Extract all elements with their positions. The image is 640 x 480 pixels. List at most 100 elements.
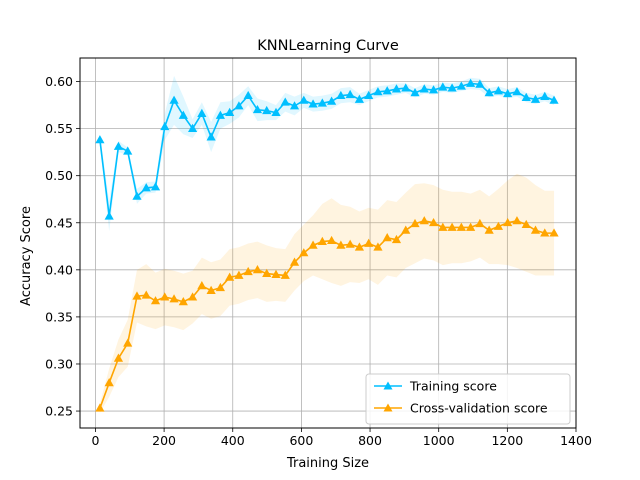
training-score-point bbox=[206, 132, 216, 141]
cross-validation-score-point bbox=[271, 269, 281, 278]
y-tick-label: 0.25 bbox=[45, 404, 73, 419]
confidence-bands bbox=[99, 75, 555, 413]
training-score-point bbox=[391, 84, 402, 93]
cross-validation-score-point bbox=[373, 242, 383, 251]
training-score-point bbox=[104, 211, 114, 220]
cross-validation-score-point bbox=[252, 265, 263, 274]
training-score-point bbox=[317, 98, 327, 107]
training-score-point bbox=[215, 110, 225, 119]
cross-validation-score-point bbox=[262, 268, 272, 277]
training-score-point bbox=[299, 95, 309, 104]
cross-validation-score-point bbox=[141, 290, 151, 299]
training-score-point bbox=[141, 183, 151, 192]
training-score-point bbox=[456, 81, 466, 90]
cross-validation-score-point bbox=[104, 378, 114, 387]
training-score-point bbox=[197, 108, 207, 117]
legend-item-cross-validation: Cross-validation score bbox=[374, 401, 548, 416]
cross-validation-score-point bbox=[540, 228, 550, 237]
training-score-point bbox=[475, 79, 485, 88]
cross-validation-score-point bbox=[438, 222, 448, 231]
cross-validation-score-point bbox=[243, 266, 253, 276]
x-tick-label: 800 bbox=[358, 433, 382, 448]
training-score-point bbox=[178, 110, 188, 119]
training-score-point bbox=[401, 83, 411, 92]
cross-validation-score-point bbox=[234, 270, 244, 279]
cross-validation-score-point bbox=[530, 225, 541, 234]
cross-validation-score-band bbox=[99, 173, 555, 413]
legend-training-marker bbox=[383, 381, 393, 390]
cross-validation-score-point bbox=[493, 221, 504, 230]
training-score-point bbox=[438, 82, 448, 91]
training-score-point bbox=[521, 92, 531, 101]
training-score-point bbox=[187, 123, 198, 133]
cross-validation-score-point bbox=[466, 222, 476, 231]
legend-box bbox=[365, 373, 571, 425]
training-score-point bbox=[262, 105, 272, 115]
legend-cv-marker bbox=[383, 403, 393, 412]
y-tick-label: 0.55 bbox=[45, 121, 73, 136]
cross-validation-score-point bbox=[327, 235, 337, 245]
y-axis-label: Accuracy Score bbox=[19, 206, 34, 306]
cross-validation-score-point bbox=[95, 403, 105, 412]
cross-validation-score-point bbox=[354, 242, 365, 251]
training-score-point bbox=[540, 91, 550, 101]
training-score-point bbox=[549, 95, 559, 104]
cross-validation-score-point bbox=[289, 257, 300, 266]
training-score-point bbox=[484, 88, 494, 97]
training-score-point bbox=[428, 85, 439, 94]
training-score-point bbox=[169, 95, 179, 104]
training-score-point bbox=[243, 90, 253, 100]
training-score-point bbox=[410, 88, 420, 97]
cross-validation-score-point bbox=[299, 248, 309, 257]
training-score-point bbox=[336, 90, 346, 100]
y-tick-label: 0.35 bbox=[45, 309, 73, 324]
training-score-point bbox=[289, 101, 300, 110]
cross-validation-score-point bbox=[456, 222, 466, 231]
cross-validation-score-point bbox=[382, 233, 392, 242]
y-axis-ticks: 0.25 0.30 0.35 0.40 0.45 0.50 0.55 0.60 bbox=[45, 74, 80, 419]
x-tick-label: 400 bbox=[221, 433, 245, 448]
plot-frame bbox=[79, 57, 577, 429]
cross-validation-score-point bbox=[447, 222, 457, 231]
training-score-point bbox=[308, 99, 318, 108]
cross-validation-score-point bbox=[113, 353, 124, 362]
x-tick-label: 1000 bbox=[423, 433, 455, 448]
cross-validation-score-point bbox=[336, 240, 346, 249]
training-score-point bbox=[123, 146, 133, 155]
cross-validation-score-point bbox=[187, 292, 198, 301]
x-tick-label: 1400 bbox=[560, 433, 592, 448]
cross-validation-score-point bbox=[521, 219, 531, 229]
cross-validation-score-point bbox=[428, 217, 439, 227]
cross-validation-score-point bbox=[401, 225, 411, 234]
training-score-point bbox=[234, 101, 244, 110]
training-score-point bbox=[419, 84, 429, 93]
training-score-point bbox=[113, 141, 124, 150]
legend-training-label: Training score bbox=[409, 379, 497, 394]
training-score-point bbox=[345, 89, 355, 99]
cross-validation-score-point bbox=[160, 292, 170, 301]
cross-validation-score-point bbox=[197, 281, 207, 290]
cross-validation-score-point bbox=[225, 272, 235, 281]
training-score-point bbox=[225, 107, 235, 117]
y-tick-label: 0.45 bbox=[45, 215, 73, 230]
chart-title: KNNLearning Curve bbox=[257, 38, 399, 54]
training-score-point bbox=[447, 83, 457, 92]
cross-validation-score-point bbox=[150, 296, 161, 305]
training-score-point bbox=[252, 104, 263, 114]
x-tick-label: 0 bbox=[91, 433, 99, 448]
cross-validation-score-point bbox=[132, 291, 142, 300]
y-tick-label: 0.60 bbox=[45, 74, 73, 89]
cross-validation-score-point bbox=[512, 216, 522, 225]
cross-validation-score-point bbox=[215, 282, 225, 292]
training-score-point bbox=[466, 78, 476, 87]
y-tick-label: 0.40 bbox=[45, 262, 73, 277]
x-axis-ticks: 0 200 400 600 800 1000 1200 1400 bbox=[91, 428, 592, 448]
x-axis-label: Training Size bbox=[286, 456, 369, 471]
legend-cv-label: Cross-validation score bbox=[410, 401, 548, 416]
cross-validation-score-point bbox=[475, 218, 485, 228]
cross-validation-score-point bbox=[169, 294, 179, 303]
cross-validation-score-point bbox=[345, 239, 355, 248]
training-score-point bbox=[280, 97, 290, 106]
training-score-point bbox=[160, 121, 170, 131]
training-score-point bbox=[327, 96, 337, 105]
